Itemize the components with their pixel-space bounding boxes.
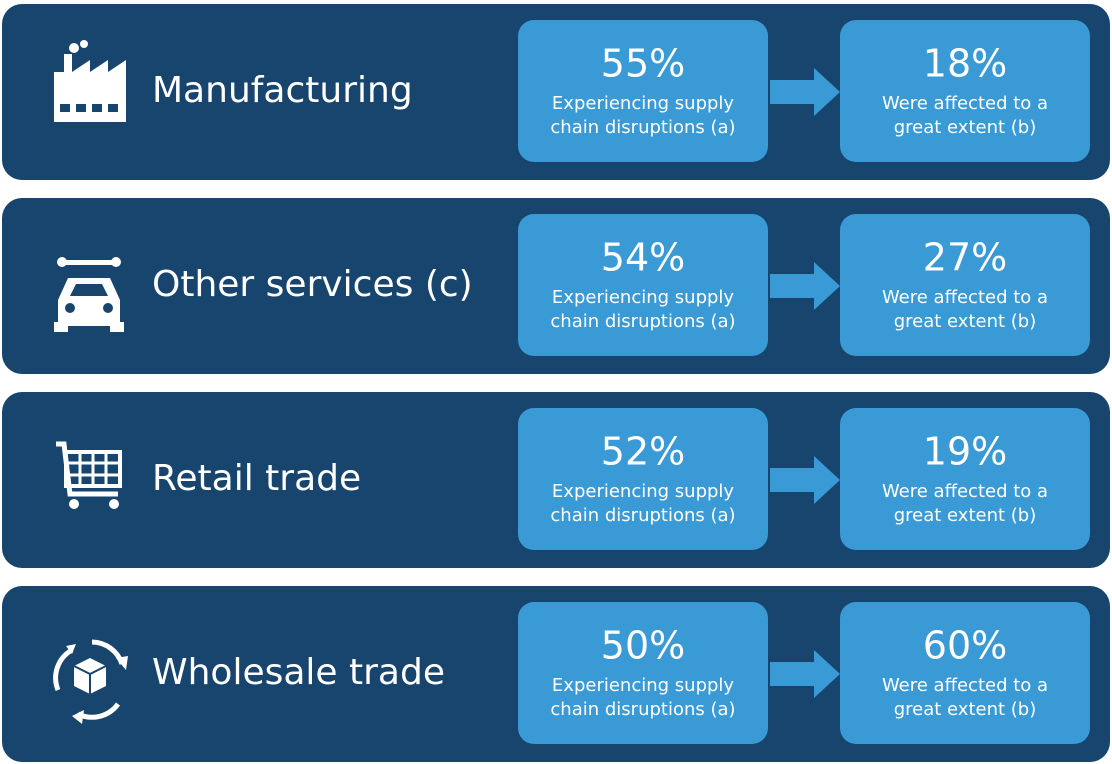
arrow-shaft <box>770 468 816 492</box>
stat-value: 50% <box>601 624 685 668</box>
stat-description: great extent (b) <box>894 311 1037 332</box>
sector-icon <box>54 257 124 332</box>
sector-label: Manufacturing <box>152 70 413 111</box>
sector-label: Wholesale trade <box>152 652 445 693</box>
stat-value: 52% <box>601 430 685 474</box>
arrow-head <box>814 68 840 116</box>
sector-icon <box>53 639 128 724</box>
stat-description: chain disruptions (a) <box>550 505 735 526</box>
stat-description: Were affected to a <box>882 481 1048 502</box>
arrow-head <box>814 262 840 310</box>
stat-description: Experiencing supply <box>552 287 735 308</box>
stat-description: Were affected to a <box>882 287 1048 308</box>
stat-description: Were affected to a <box>882 675 1048 696</box>
stat-description: Were affected to a <box>882 93 1048 114</box>
stat-value: 19% <box>923 430 1007 474</box>
stat-description: Experiencing supply <box>552 675 735 696</box>
sector-label: Other services (c) <box>152 264 473 305</box>
arrow-head <box>814 650 840 698</box>
sector-icon <box>54 40 126 122</box>
stat-value: 60% <box>923 624 1007 668</box>
sector-icon <box>56 441 122 509</box>
stat-description: great extent (b) <box>894 505 1037 526</box>
stat-box <box>518 602 768 744</box>
arrow-shaft <box>770 274 816 298</box>
stat-box <box>518 20 768 162</box>
stat-box <box>518 214 768 356</box>
stat-value: 55% <box>601 42 685 86</box>
sector-row: Manufacturing 55% Experiencing supply chain… <box>2 4 1110 180</box>
stat-box <box>840 602 1090 744</box>
stat-description: chain disruptions (a) <box>550 117 735 138</box>
stat-description: chain disruptions (a) <box>550 699 735 720</box>
sector-row: Retail trade 52% Experiencing supply chain … <box>2 392 1110 568</box>
sector-row: Wholesale trade 50% Experiencing supply cha… <box>2 586 1110 762</box>
stat-description: great extent (b) <box>894 699 1037 720</box>
stat-box <box>840 20 1090 162</box>
stat-box <box>840 408 1090 550</box>
sector-row: Other services (c) 54% Experiencing supply… <box>2 198 1110 374</box>
stat-value: 27% <box>923 236 1007 280</box>
stat-box <box>518 408 768 550</box>
stat-value: 54% <box>601 236 685 280</box>
stat-box <box>840 214 1090 356</box>
stat-description: Experiencing supply <box>552 481 735 502</box>
stat-description: great extent (b) <box>894 117 1037 138</box>
arrow-shaft <box>770 80 816 104</box>
stat-value: 18% <box>923 42 1007 86</box>
stat-description: Experiencing supply <box>552 93 735 114</box>
arrow-shaft <box>770 662 816 686</box>
arrow-head <box>814 456 840 504</box>
stat-description: chain disruptions (a) <box>550 311 735 332</box>
sector-label: Retail trade <box>152 458 361 499</box>
